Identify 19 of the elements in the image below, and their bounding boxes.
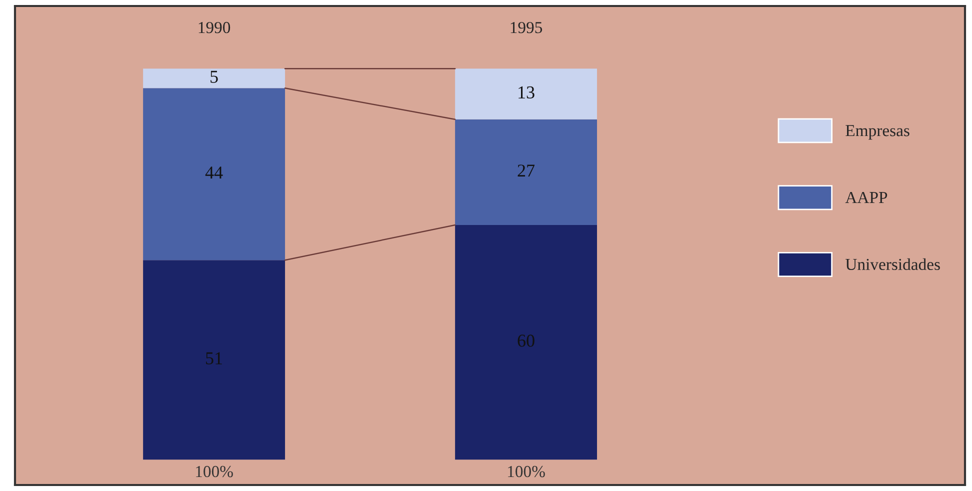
data-label: 27: [518, 164, 535, 177]
bar: [143, 88, 286, 260]
total-label: 100%: [508, 466, 545, 478]
bar: [455, 119, 598, 225]
x-tick-label: 1995: [510, 22, 542, 34]
data-label: 5: [210, 70, 218, 83]
data-label: 51: [206, 352, 222, 364]
bar: [455, 68, 598, 120]
data-label: 13: [518, 86, 534, 98]
data-label: 44: [205, 166, 223, 178]
x-tick-label: 1990: [198, 22, 230, 34]
legend-label: Empresas: [846, 125, 910, 140]
bar: [143, 260, 286, 460]
data-label: 60: [518, 334, 534, 347]
legend-label: Universidades: [846, 258, 940, 270]
bar: [143, 68, 286, 88]
legend-label: AAPP: [845, 192, 888, 203]
total-label: 100%: [196, 466, 233, 478]
bar: [455, 224, 598, 460]
